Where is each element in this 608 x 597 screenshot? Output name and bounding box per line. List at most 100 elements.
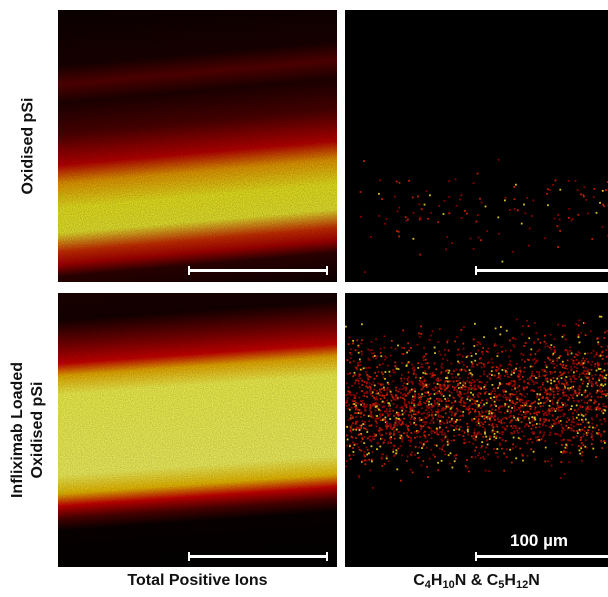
ion-pixel [582,366,585,369]
ion-pixel [446,341,449,344]
ion-pixel [519,417,522,419]
ion-pixel [596,396,599,398]
ion-pixel [412,237,415,240]
ion-pixel [364,459,366,462]
ion-pixel [481,441,484,443]
ion-pixel [542,405,544,407]
ion-pixel [463,368,466,371]
ion-pixel [599,354,602,357]
ion-pixel [393,454,396,457]
ion-pixel [538,349,541,351]
ion-pixel [423,383,425,386]
ion-pixel [512,436,515,439]
ion-pixel [468,369,471,372]
ion-pixel [394,399,397,401]
ion-pixel [428,407,431,409]
ion-pixel [383,347,386,349]
ion-pixel [423,385,426,387]
ion-pixel [576,367,579,370]
ion-pixel [500,419,503,422]
ion-pixel [433,389,436,391]
ion-pixel [586,402,589,404]
ion-pixel [420,333,423,335]
ion-pixel [535,361,538,364]
ion-pixel [594,407,596,410]
ion-pixel [422,385,425,388]
ion-pixel [356,339,359,342]
ion-pixel [562,394,565,397]
ion-pixel [437,399,440,402]
ion-pixel [496,456,499,458]
ion-pixel [538,439,540,441]
ion-pixel [537,338,539,341]
ion-pixel [380,355,383,358]
ion-pixel [541,435,544,438]
ion-pixel [445,248,447,251]
ion-pixel [420,413,423,415]
ion-pixel [542,424,544,427]
ion-pixel [419,400,421,403]
ion-pixel [480,362,483,364]
ion-pixel [387,442,389,445]
ion-pixel [375,396,378,398]
ion-pixel [427,398,429,400]
ion-pixel [420,396,422,398]
ion-pixel [379,413,381,416]
ion-pixel [345,325,347,328]
ion-pixel [361,384,364,386]
ion-pixel [557,433,559,436]
ion-pixel [561,402,563,404]
ion-pixel [489,397,492,399]
ion-pixel [441,392,443,395]
ion-pixel [457,379,460,382]
ion-pixel [476,431,479,434]
ion-pixel [472,182,475,185]
ion-pixel [353,397,356,399]
ion-pixel [437,390,439,393]
ion-pixel [361,399,364,402]
ion-pixel [389,374,391,377]
ion-pixel [459,392,462,395]
ion-pixel [515,367,517,370]
ion-pixel [523,416,526,418]
ion-pixel [433,363,436,365]
ion-pixel [484,383,486,386]
ion-pixel [593,365,596,368]
ion-pixel [418,203,421,206]
ion-pixel [393,430,396,432]
ion-pixel [602,403,605,405]
ion-pixel [480,421,483,424]
ion-pixel [345,401,348,404]
ion-pixel [508,376,511,379]
ion-pixel [526,423,529,426]
ion-pixel [392,402,395,405]
ion-pixel [441,367,444,369]
ion-pixel [453,429,455,431]
ion-pixel [549,388,552,391]
ion-pixel [526,442,529,444]
ion-pixel [453,397,455,400]
ion-pixel [491,390,494,392]
row-label-oxidised-text: Oxidised pSi [19,97,37,195]
ion-pixel [368,375,370,378]
ion-pixel [381,406,384,408]
ion-pixel [428,338,431,341]
ion-pixel [563,334,565,337]
ion-pixel [549,410,551,412]
ion-pixel [500,421,503,424]
ion-pixel [533,416,536,419]
ion-pixel [359,191,362,193]
ion-pixel [584,439,587,442]
ion-pixel [401,346,403,349]
ion-pixel [398,206,401,209]
ion-pixel [357,408,360,411]
ion-pixel [525,400,528,403]
ion-pixel [403,400,406,402]
ion-pixel [493,433,496,435]
ion-pixel [349,445,351,448]
ion-pixel [546,398,549,401]
ion-pixel [405,460,408,462]
ion-pixel [372,438,375,440]
ion-pixel [475,434,478,436]
ion-pixel [395,389,398,392]
